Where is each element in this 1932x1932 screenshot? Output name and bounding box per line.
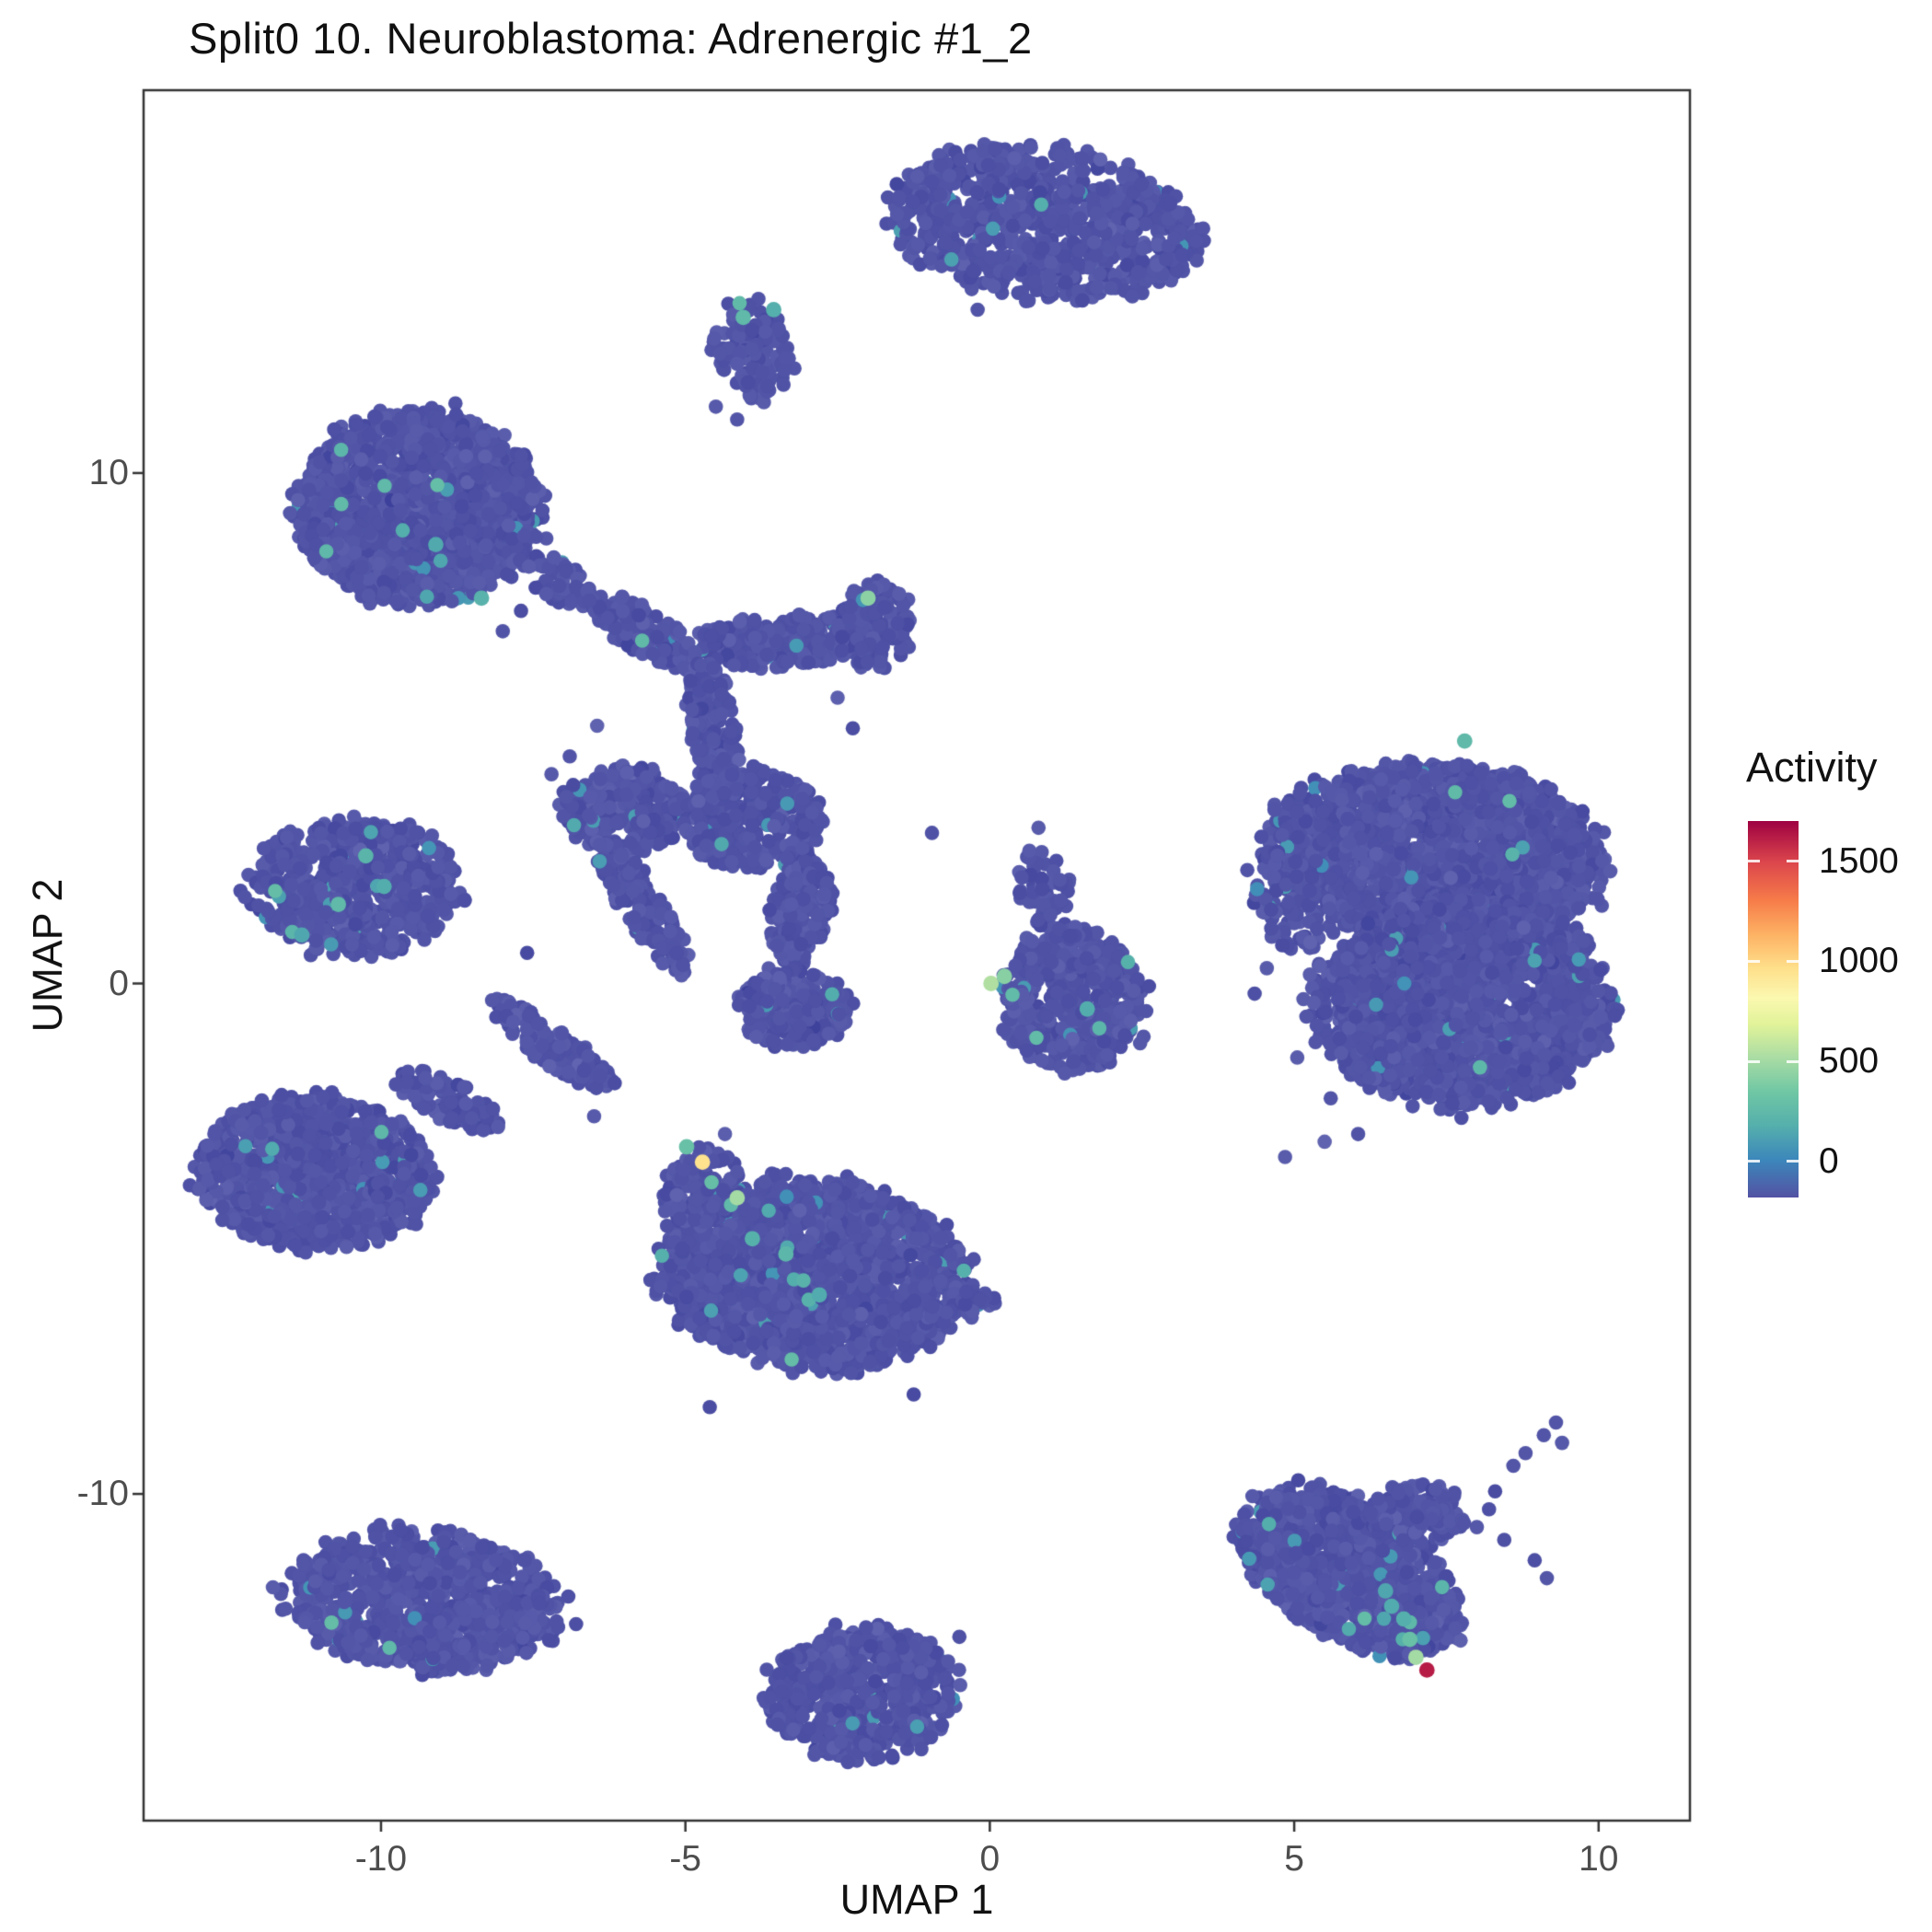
- y-tick-label: 0: [109, 963, 129, 1003]
- legend-tick-mark: [1748, 860, 1760, 862]
- legend-tick-mark: [1787, 1160, 1799, 1163]
- legend-tick-label: 1000: [1819, 941, 1899, 981]
- legend-tick-mark: [1787, 860, 1799, 862]
- legend-tick-mark: [1787, 1059, 1799, 1063]
- legend-title: Activity: [1746, 744, 1878, 791]
- x-tick-label: 0: [979, 1839, 1001, 1879]
- x-tick-label: -5: [669, 1839, 701, 1879]
- x-tick-label: -10: [354, 1839, 408, 1879]
- x-axis-label: UMAP 1: [839, 1876, 994, 1923]
- x-tick-label: 5: [1284, 1839, 1304, 1879]
- legend-tick-mark: [1748, 959, 1760, 963]
- legend-tick-label: 0: [1819, 1140, 1839, 1181]
- y-tick-label: 10: [88, 452, 129, 492]
- legend-colorbar: [1748, 821, 1799, 1197]
- legend-tick-label: 500: [1819, 1041, 1880, 1082]
- y-axis-label: UMAP 2: [24, 878, 71, 1033]
- legend-tick-mark: [1748, 1059, 1760, 1063]
- chart-title: Split0 10. Neuroblastoma: Adrenergic #1_…: [189, 14, 1033, 63]
- legend-tick-mark: [1748, 1160, 1760, 1163]
- x-tick-label: 10: [1579, 1839, 1619, 1879]
- legend-tick-label: 1500: [1819, 840, 1899, 881]
- legend-tick-mark: [1787, 959, 1799, 963]
- y-tick-label: -10: [76, 1474, 129, 1514]
